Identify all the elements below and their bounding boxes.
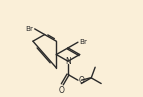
Text: Br: Br [79,39,87,45]
Text: Br: Br [26,26,34,32]
Text: N: N [65,57,71,66]
Text: O: O [58,86,64,95]
Text: O: O [79,76,84,85]
